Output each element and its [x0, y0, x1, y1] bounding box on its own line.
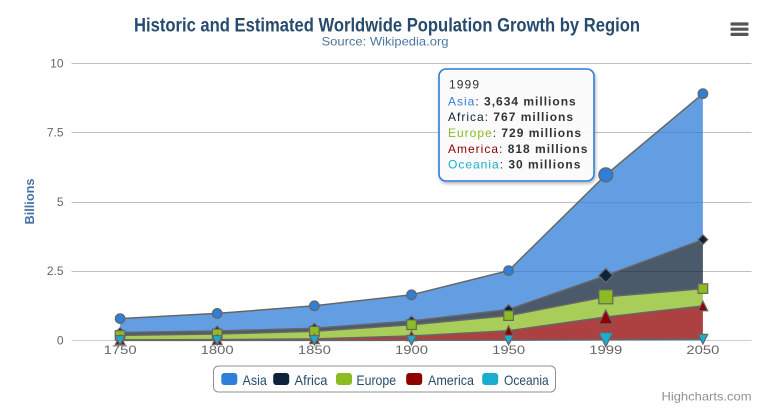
svg-text:Asia: 3,634 millions: Asia: 3,634 millions [448, 94, 577, 108]
svg-text:Oceania: 30 millions: Oceania: 30 millions [448, 158, 581, 172]
svg-text:1999: 1999 [589, 343, 622, 357]
svg-text:Source: Wikipedia.org: Source: Wikipedia.org [322, 35, 449, 49]
svg-text:America: 818 millions: America: 818 millions [448, 142, 588, 156]
svg-text:2.5: 2.5 [47, 264, 64, 278]
svg-text:2050: 2050 [686, 343, 719, 357]
svg-text:7.5: 7.5 [47, 126, 64, 140]
svg-text:1750: 1750 [104, 343, 137, 357]
svg-text:Europe: Europe [356, 372, 396, 388]
svg-text:America: America [428, 372, 474, 388]
svg-text:5: 5 [57, 195, 64, 209]
svg-text:Africa: Africa [295, 372, 328, 388]
svg-text:1950: 1950 [492, 343, 525, 357]
svg-text:Billions: Billions [23, 178, 37, 224]
svg-text:Africa: 767 millions: Africa: 767 millions [448, 110, 574, 124]
svg-text:Historic and Estimated Worldwi: Historic and Estimated Worldwide Populat… [134, 16, 640, 37]
svg-text:1800: 1800 [201, 343, 234, 357]
svg-text:10: 10 [50, 56, 64, 70]
svg-text:1850: 1850 [298, 343, 331, 357]
svg-text:0: 0 [57, 333, 64, 347]
svg-text:Europe: 729 millions: Europe: 729 millions [448, 126, 582, 140]
svg-text:1999: 1999 [449, 77, 480, 91]
svg-text:Asia: Asia [243, 372, 267, 388]
svg-text:Highcharts.com: Highcharts.com [662, 389, 752, 403]
svg-text:1900: 1900 [395, 343, 428, 357]
svg-text:Oceania: Oceania [504, 372, 549, 388]
